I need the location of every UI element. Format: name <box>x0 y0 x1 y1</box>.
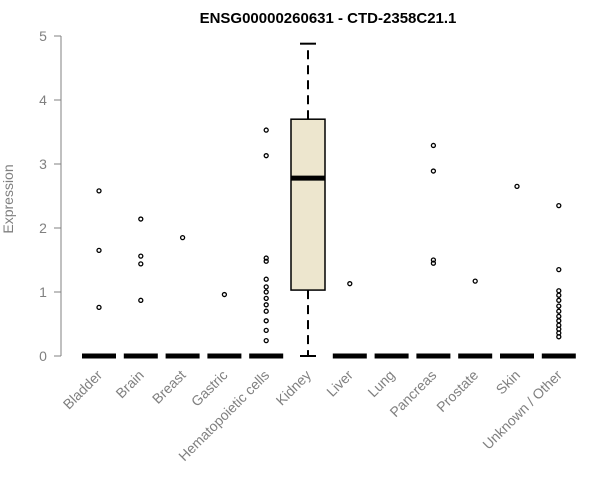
outlier-point <box>556 202 562 209</box>
outlier-point <box>263 289 269 295</box>
outlier-point <box>347 281 353 287</box>
box-bladder <box>82 188 116 359</box>
outlier-point <box>263 295 269 302</box>
outlier-point <box>430 142 437 149</box>
box-unknown-other <box>541 202 576 359</box>
outlier-point <box>263 327 269 334</box>
outlier-point <box>138 261 144 267</box>
outlier-point <box>138 253 144 259</box>
box-liver <box>332 281 367 359</box>
outlier-point <box>556 322 562 328</box>
outlier-point <box>138 216 144 222</box>
outlier-point <box>138 297 144 303</box>
x-tick-label: Skin <box>493 367 524 398</box>
boxes-group <box>82 42 576 359</box>
box-pancreas <box>416 142 451 359</box>
outlier-point <box>556 318 562 324</box>
box-gastric <box>207 291 242 359</box>
outlier-point <box>263 127 269 133</box>
outlier-point <box>96 247 102 254</box>
outlier-point <box>430 260 437 266</box>
outlier-point <box>263 153 269 159</box>
y-tick-label: 3 <box>39 156 47 172</box>
box-breast <box>165 234 200 359</box>
outlier-point <box>263 284 269 290</box>
x-tick-label: Liver <box>323 367 356 400</box>
outlier-point <box>556 303 562 309</box>
outlier-point <box>221 291 228 298</box>
box-skin <box>500 183 534 359</box>
box-iqr <box>290 118 326 291</box>
y-tick-label: 0 <box>39 348 47 364</box>
outlier-point <box>263 258 269 264</box>
x-tick-label: Prostate <box>433 367 481 415</box>
y-tick-label: 5 <box>39 28 47 44</box>
outlier-point <box>556 288 562 294</box>
box-brain <box>123 216 158 359</box>
outlier-point <box>263 276 269 282</box>
outlier-point <box>556 313 562 319</box>
outlier-point <box>472 278 478 284</box>
x-tick-label: Kidney <box>273 367 315 409</box>
y-axis: 0 1 2 3 4 5 <box>39 28 62 364</box>
x-tick-label: Brain <box>112 367 146 401</box>
outlier-point <box>263 308 269 314</box>
box-prostate <box>458 278 493 359</box>
x-tick-label: Lung <box>364 367 397 400</box>
outlier-point <box>263 337 269 344</box>
outlier-point <box>514 183 520 190</box>
outlier-point <box>96 188 102 194</box>
box-hematopoietic-cells <box>249 127 284 359</box>
x-tick-label: Breast <box>149 367 189 407</box>
box-kidney <box>290 42 326 357</box>
y-tick-label: 1 <box>39 284 47 300</box>
outlier-point <box>556 308 562 314</box>
outlier-point <box>430 168 437 174</box>
x-tick-label: Unknown / Other <box>479 367 565 453</box>
outlier-point <box>263 255 269 261</box>
outlier-point <box>556 292 562 298</box>
x-tick-label: Bladder <box>60 367 106 413</box>
outlier-point <box>263 302 269 308</box>
outlier-point <box>556 297 562 303</box>
outlier-point <box>263 318 269 324</box>
outlier-point <box>556 266 562 273</box>
outlier-point <box>179 234 186 241</box>
chart-title: ENSG00000260631 - CTD-2358C21.1 <box>200 10 457 27</box>
y-tick-label: 2 <box>39 220 47 236</box>
y-tick-label: 4 <box>39 92 47 108</box>
outlier-point <box>96 304 102 311</box>
outlier-point <box>430 257 437 263</box>
y-axis-label: Expression <box>0 164 16 233</box>
